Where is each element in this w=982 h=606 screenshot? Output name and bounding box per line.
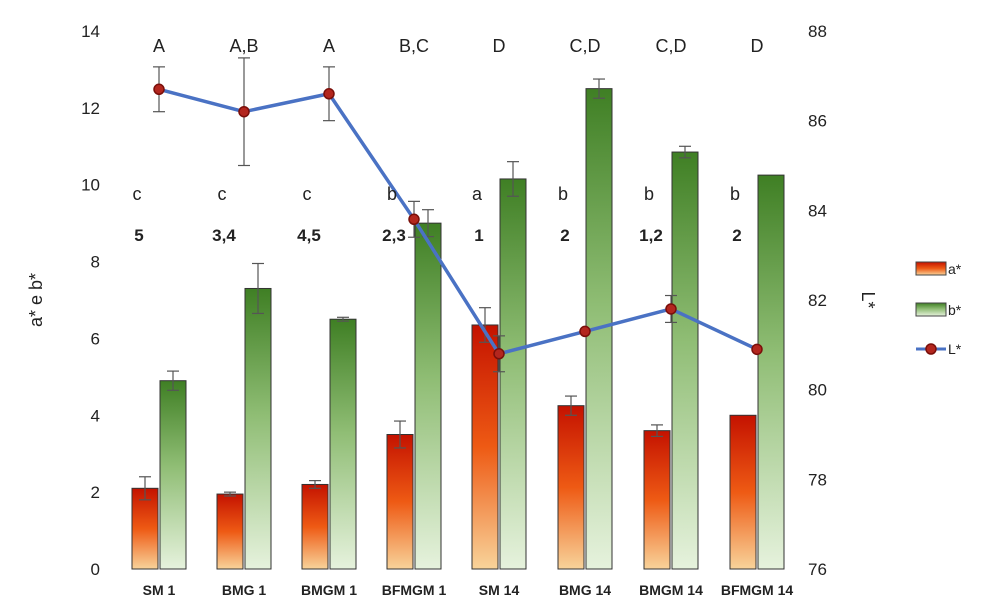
legend-label-b: b* [948,302,962,318]
legend: a* b* L* [915,261,962,357]
bar-b [329,318,357,570]
number-label: 2 [732,226,741,245]
number-label: 2 [560,226,569,245]
upper-letter-label: A,B [229,36,258,56]
lower-letter-label: c [218,184,227,204]
lower-letter-label: a [472,184,483,204]
upper-letter-label: A [153,36,165,56]
y2-tick-label: 86 [808,112,827,131]
bar-a [301,483,329,570]
category-label: BFMGM 14 [721,582,794,598]
category-label: BMG 14 [559,582,611,598]
y2-axis-label: L* [858,291,878,308]
legend-swatch-b [915,302,947,317]
y2-tick-label: 82 [808,291,827,310]
bar-a [131,487,159,570]
number-label: 4,5 [297,226,321,245]
y2-tick-label: 88 [808,22,827,41]
bar-a [471,324,499,570]
legend-swatch-a [915,261,947,276]
bar-b [499,178,527,570]
number-label: 1,2 [639,226,663,245]
y-tick-label: 14 [81,22,100,41]
legend-label-l: L* [948,341,962,357]
number-label: 2,3 [382,226,406,245]
line-point-marker [751,343,763,356]
significance-annotations: Ac 5 A,B c 3,4 Ac 4,5 B,C b 2,3 Da 1 C,D b 2 C,D b 1,2 Db 2 [133,36,764,245]
line-point-marker [665,303,677,315]
line-point-marker [323,88,335,100]
line-point-marker [153,83,165,96]
lower-letter-label: b [730,184,740,204]
lower-letter-label: c [133,184,142,204]
category-labels: SM 1 BMG 1 BMGM 1 BFMGM 1 SM 14 BMG 14 BMGM 14… [143,582,794,598]
y-tick-label: 4 [91,406,100,425]
y-tick-label: 12 [81,99,100,118]
right-axis: 76 78 80 82 84 86 88 [808,22,827,579]
category-label: BMGM 1 [301,582,357,598]
category-label: SM 14 [479,582,520,598]
line-series [153,57,763,373]
upper-letter-label: D [751,36,764,56]
line-point-marker [238,105,250,118]
bar-series [131,78,785,570]
category-label: SM 1 [143,582,176,598]
bar-a [386,434,414,570]
lower-letter-label: c [303,184,312,204]
y-tick-label: 10 [81,176,100,195]
upper-letter-label: D [493,36,506,56]
legend-swatch-l-marker [925,343,937,355]
y-axis-label: a* e b* [26,273,46,327]
bar-b [671,151,699,570]
upper-letter-label: B,C [399,36,429,56]
bar-a [729,414,757,570]
legend-label-a: a* [948,261,962,277]
y-tick-label: 0 [91,560,100,579]
bar-b [414,222,442,570]
bar-b [159,380,187,570]
upper-letter-label: C,D [570,36,601,56]
left-axis: 0 2 4 6 8 10 12 14 [81,22,100,579]
y-tick-label: 8 [91,253,100,272]
number-label: 3,4 [212,226,236,245]
category-label: BFMGM 1 [382,582,447,598]
lower-letter-label: b [387,184,397,204]
bar-b [244,287,272,570]
upper-letter-label: C,D [656,36,687,56]
category-label: BMGM 14 [639,582,703,598]
line-point-marker [408,213,420,226]
lower-letter-label: b [558,184,568,204]
line-point-marker [493,348,505,360]
bar-a [643,430,671,570]
bar-a [557,405,585,570]
y2-tick-label: 80 [808,381,827,400]
number-label: 1 [474,226,483,245]
bar-a [216,493,244,570]
y-tick-label: 6 [91,329,100,348]
line-l-star [158,87,758,356]
y2-tick-label: 76 [808,560,827,579]
line-point-marker [579,325,591,338]
category-label: BMG 1 [222,582,267,598]
upper-letter-label: A [323,36,335,56]
lower-letter-label: b [644,184,654,204]
bar-b [757,174,785,570]
y2-tick-label: 84 [808,201,827,220]
number-label: 5 [134,226,143,245]
y-tick-label: 2 [91,483,100,502]
y2-tick-label: 78 [808,470,827,489]
